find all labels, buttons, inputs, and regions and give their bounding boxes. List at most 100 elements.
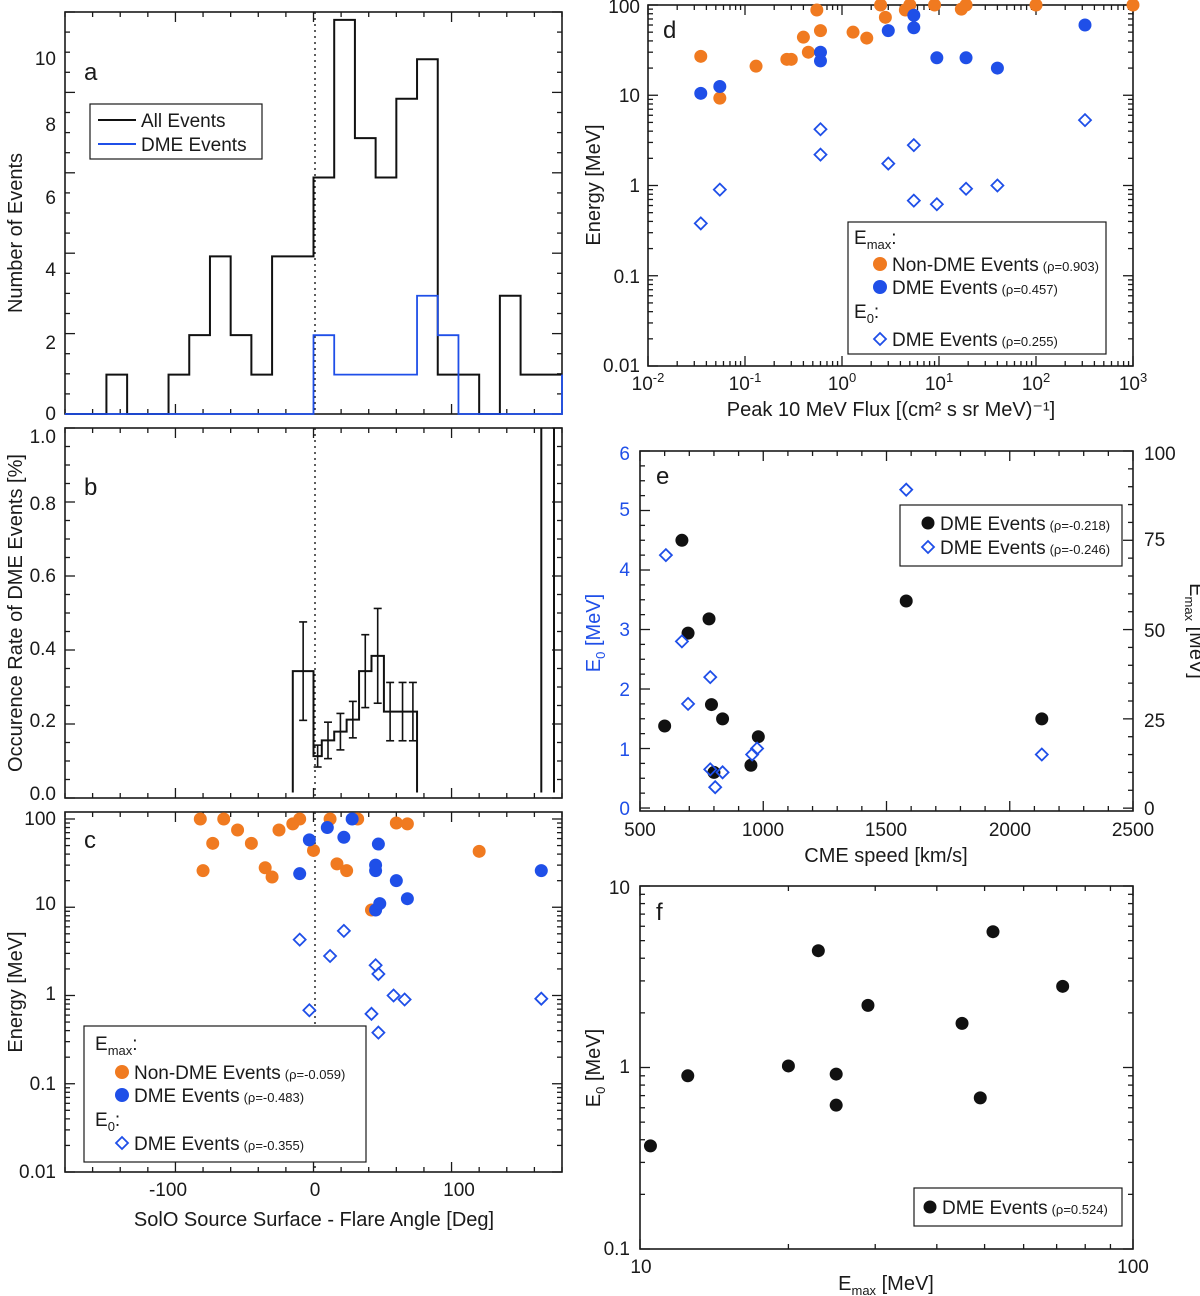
- c-legend-nondme: Non-DME Events (ρ=-0.059): [134, 1063, 345, 1084]
- d-legend-box: [847, 221, 1107, 355]
- f-ytick-1: 1: [619, 1057, 630, 1078]
- d-point-nondme: [860, 31, 874, 45]
- c-legend-emax: Emax:: [95, 1034, 138, 1058]
- e-xtick-2500: 2500: [1112, 820, 1154, 841]
- d-xtick-2: 100: [828, 370, 856, 395]
- panel-c-points: [193, 812, 549, 1040]
- e-ytick-6: 6: [619, 444, 630, 465]
- c-point-dme-e0: [371, 966, 386, 982]
- d-panel-letter: d: [663, 17, 676, 44]
- f-xtick-10: 10: [630, 1257, 651, 1278]
- d-point-dme: [930, 51, 944, 65]
- c-ytick-001: 0.01: [19, 1162, 56, 1183]
- a-ylabel: Number of Events: [5, 153, 27, 313]
- b-ytick-0: 0.0: [30, 784, 56, 805]
- d-point-dme-e0: [1077, 112, 1093, 128]
- panel-c-xtick-labels: -100 0 100: [149, 1180, 475, 1201]
- b-ylabel: Occurence Rate of DME Events [%]: [5, 454, 27, 772]
- d-point-dme-e0: [712, 182, 728, 197]
- d-point-dme-e0: [813, 147, 828, 162]
- d-point-nondme: [713, 91, 727, 105]
- e-point-emax: [1035, 712, 1049, 726]
- e-point-emax: [675, 533, 689, 547]
- c-point-dme: [534, 864, 548, 878]
- c-point-nondme: [244, 836, 258, 850]
- f-xlabel: Emax [MeV]: [838, 1273, 934, 1296]
- panel-c-ytick-labels: 100 10 1 0.1 0.01: [19, 809, 56, 1183]
- c-point-nondme: [472, 844, 486, 858]
- a-ytick-4: 4: [45, 260, 56, 281]
- d-xtick-3: 101: [925, 370, 953, 395]
- f-legend-marker: [923, 1200, 937, 1214]
- c-point-nondme: [330, 857, 344, 871]
- a-ytick-2: 2: [45, 333, 56, 354]
- d-point-dme: [694, 86, 708, 100]
- e-ylabel-right: Emax [MeV]: [1182, 583, 1200, 679]
- f-legend-dme: DME Events (ρ=0.524): [942, 1198, 1108, 1219]
- d-point-dme: [959, 51, 973, 65]
- panel-b-histogram: [291, 428, 555, 793]
- e-ytick-4: 4: [619, 560, 630, 581]
- d-point-dme: [813, 54, 827, 68]
- c-xtick-100: 100: [443, 1180, 475, 1201]
- panel-d-ytick-labels: 100 10 1 0.1 0.01: [603, 0, 640, 377]
- d-point-nondme: [810, 3, 824, 17]
- d-point-dme: [1078, 18, 1092, 32]
- f-legend: DME Events (ρ=0.524): [913, 1187, 1123, 1227]
- e-rtick-100: 100: [1144, 444, 1176, 465]
- b-panel-letter: b: [84, 474, 97, 501]
- panel-e-left-tick-labels: 0 1 2 3 4 5 6: [619, 444, 630, 820]
- b-ytick-5: 1.0: [30, 427, 56, 448]
- c-legend-box: [83, 1025, 367, 1163]
- d-point-nondme: [903, 0, 917, 12]
- f-point: [986, 925, 1000, 939]
- e-point-e0: [1034, 747, 1050, 762]
- e-point-emax: [681, 626, 695, 640]
- e-point-e0: [702, 669, 718, 685]
- e-rtick-75: 75: [1144, 530, 1165, 551]
- c-ylabel: Energy [MeV]: [5, 931, 27, 1052]
- e-point-emax: [744, 758, 758, 772]
- panel-e: 0 1 2 3 4 5 6 0 25 50 75 100 500 1000 15…: [583, 444, 1200, 867]
- c-ytick-01: 0.1: [30, 1074, 56, 1095]
- d-point-dme-e0: [881, 156, 896, 171]
- e-legend: DME Events (ρ=-0.218) DME Events (ρ=-0.246…: [899, 504, 1123, 567]
- d-point-dme-e0: [990, 178, 1005, 193]
- d-point-nondme: [813, 24, 827, 38]
- d-point-dme: [713, 80, 727, 94]
- panel-a-yticks: 0 2 4 6 8 10: [35, 49, 57, 425]
- c-point-nondme: [196, 864, 210, 878]
- d-ytick-10: 10: [619, 86, 640, 107]
- e-legend-box: [899, 504, 1123, 567]
- c-point-nondme: [340, 864, 354, 878]
- e-legend-e0-marker: [920, 539, 936, 555]
- c-point-dme-e0: [371, 1025, 386, 1040]
- f-xtick-100: 100: [1117, 1257, 1149, 1278]
- d-legend: Emax: Non-DME Events (ρ=0.903) DME Events…: [847, 221, 1107, 355]
- e-rtick-0: 0: [1144, 799, 1155, 820]
- c-point-dme-e0: [397, 992, 412, 1007]
- c-point-nondme: [231, 823, 245, 837]
- d-point-nondme: [874, 0, 888, 12]
- panel-c-ticks: [64, 812, 563, 1173]
- c-point-dme-e0: [302, 1003, 317, 1018]
- d-point-dme-e0: [929, 196, 945, 212]
- f-ylabel: E0 [MeV]: [583, 1029, 608, 1107]
- e-point-emax: [751, 730, 765, 744]
- c-point-nondme: [293, 812, 307, 826]
- f-point: [781, 1059, 795, 1073]
- e-rtick-50: 50: [1144, 621, 1165, 642]
- e-legend-emax-marker: [921, 516, 935, 530]
- c-point-nondme: [272, 823, 286, 837]
- e-ylabel-left: E0 [MeV]: [583, 594, 608, 672]
- e-point-e0: [658, 547, 674, 563]
- c-point-dme-e0: [364, 1006, 379, 1022]
- c-ytick-10: 10: [35, 894, 56, 915]
- c-point-dme: [369, 858, 383, 872]
- f-point: [829, 1098, 843, 1112]
- e-point-e0: [707, 779, 723, 795]
- f-legend-box: [913, 1187, 1123, 1227]
- b-hist-edge: [540, 428, 555, 793]
- d-point-dme-e0: [906, 193, 922, 208]
- panel-f-xtick-labels: 10 100: [630, 1257, 1148, 1278]
